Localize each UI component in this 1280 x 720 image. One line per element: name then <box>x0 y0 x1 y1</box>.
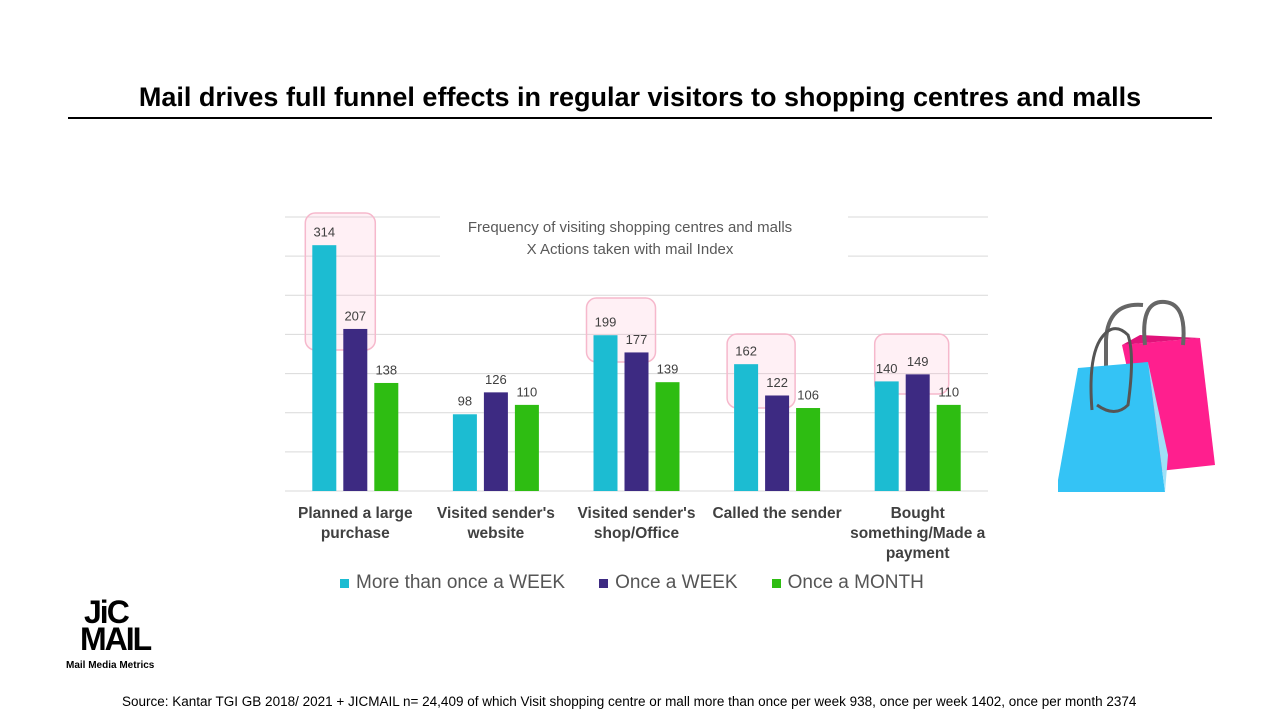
legend-item: Once a MONTH <box>771 572 924 594</box>
bar <box>593 335 618 491</box>
bar <box>343 328 368 491</box>
bar <box>312 245 337 491</box>
bar <box>452 414 477 491</box>
value-label: 199 <box>595 315 617 330</box>
value-label: 139 <box>657 362 679 377</box>
legend-label: Once a WEEK <box>615 572 738 593</box>
value-label: 110 <box>938 384 959 399</box>
bar <box>374 382 399 491</box>
legend-item: More than once a WEEK <box>340 572 565 594</box>
value-label: 177 <box>626 332 648 347</box>
chart-subtitle: X Actions taken with mail Index <box>527 241 734 258</box>
value-label: 122 <box>766 375 788 390</box>
legend-swatch <box>340 578 349 588</box>
value-label: 106 <box>797 387 819 402</box>
legend-swatch <box>771 578 781 588</box>
legend: More than once a WEEK Once a WEEK Once a M… <box>340 572 924 594</box>
value-label: 110 <box>517 384 538 399</box>
value-label: 126 <box>485 372 507 387</box>
logo-tagline: Mail Media Metrics <box>66 660 155 671</box>
x-tick-label: Visited sender's shop/Office <box>577 505 696 542</box>
bar <box>734 364 759 491</box>
bar <box>796 408 821 491</box>
x-tick-label: Planned a large purchase <box>298 505 413 542</box>
bar <box>624 352 649 491</box>
value-label: 162 <box>735 344 757 359</box>
legend-item: Once a WEEK <box>599 572 738 594</box>
bar <box>483 392 508 491</box>
bar <box>905 374 930 491</box>
title-backdrop <box>440 210 848 268</box>
value-label: 314 <box>313 225 335 240</box>
bar <box>936 404 961 491</box>
slide-title: Mail drives full funnel effects in regul… <box>68 82 1212 119</box>
source-note: Source: Kantar TGI GB 2018/ 2021 + JICMA… <box>122 694 1137 709</box>
bar <box>874 381 899 491</box>
logo-text: MAIL <box>80 621 152 657</box>
value-label: 138 <box>375 362 397 377</box>
logo-text: JiC <box>84 594 130 630</box>
legend-label: Once a MONTH <box>787 572 924 593</box>
shopping-bags <box>1058 299 1215 492</box>
legend-label: More than once a WEEK <box>356 572 566 593</box>
x-tick-label: Bought something/Made a payment <box>850 505 986 562</box>
value-label: 149 <box>907 354 929 369</box>
value-label: 140 <box>876 361 898 376</box>
bar <box>765 395 790 491</box>
value-label: 207 <box>344 308 366 323</box>
bar <box>655 382 680 491</box>
legend-swatch <box>599 578 609 588</box>
x-tick-label: Visited sender's website <box>436 505 555 542</box>
value-label: 98 <box>458 394 472 409</box>
chart-title: Frequency of visiting shopping centres a… <box>468 219 792 236</box>
bar <box>514 404 539 491</box>
x-tick-label: Called the sender <box>712 505 842 522</box>
